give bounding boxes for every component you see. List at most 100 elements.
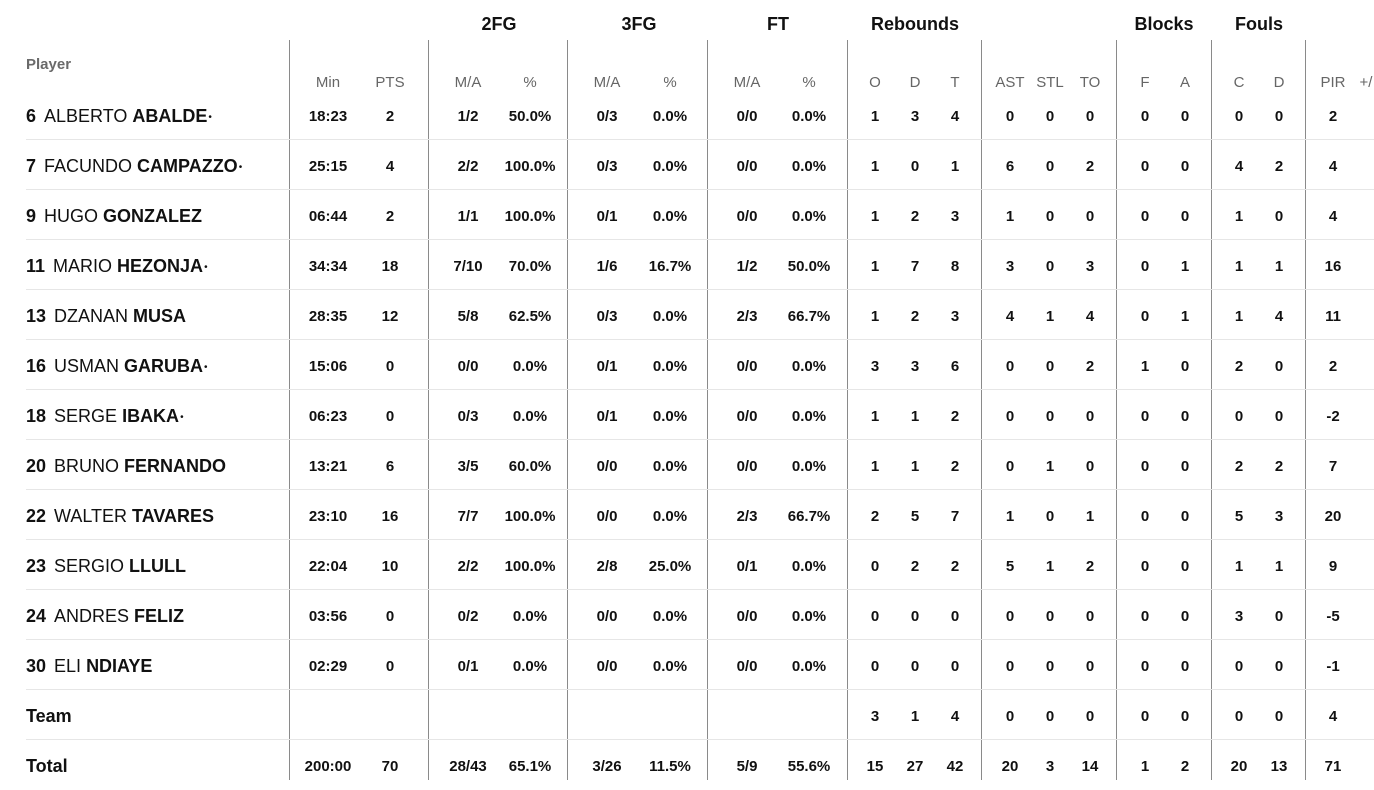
column-header: O — [869, 74, 881, 91]
stat-cell: 1 — [1140, 358, 1150, 375]
player-name[interactable]: 13 DZANAN MUSA — [26, 306, 186, 327]
stat-cell: 2 — [870, 508, 880, 525]
stat-cell: 20 — [1001, 758, 1019, 775]
player-row[interactable]: 16 USMAN GARUBA• 15:06 0 0/0 0.0% 0/1 0.0% 0/0 0.… — [0, 340, 1374, 390]
player-last-name: NDIAYE — [86, 656, 153, 676]
stat-cell: 66.7% — [787, 308, 831, 325]
stat-cell: 0 — [1085, 408, 1095, 425]
stat-cell: 20 — [1230, 758, 1248, 775]
player-row[interactable]: 7 FACUNDO CAMPAZZO• 25:15 4 2/2 100.0% 0/3 0.0%… — [0, 140, 1374, 190]
stat-cell: 1 — [870, 458, 880, 475]
column-divider — [981, 40, 982, 780]
player-row[interactable]: 30 ELI NDIAYE 02:29 0 0/1 0.0% 0/0 0.0% 0/0 0.0% 0… — [0, 640, 1374, 690]
stat-cell: 3 — [1005, 258, 1015, 275]
column-divider — [428, 40, 429, 780]
stat-cell: 16 — [381, 508, 399, 525]
stat-cell: 7 — [1328, 458, 1338, 475]
stat-cell: -5 — [1326, 608, 1340, 625]
row-separator — [26, 439, 1374, 440]
stat-cell: 42 — [946, 758, 964, 775]
stat-cell: 2 — [950, 558, 960, 575]
stat-cell: 16.7% — [648, 258, 692, 275]
stat-cell: 0 — [1045, 508, 1055, 525]
player-name[interactable]: 23 SERGIO LLULL — [26, 556, 186, 577]
player-row[interactable]: 6 ALBERTO ABALDE• 18:23 2 1/2 50.0% 0/3 0.0% 0/0… — [0, 90, 1374, 140]
player-row[interactable]: 22 WALTER TAVARES 23:10 16 7/7 100.0% 0/0 0.0% 2… — [0, 490, 1374, 540]
stat-cell: 0 — [1140, 658, 1150, 675]
player-name[interactable]: 24 ANDRES FELIZ — [26, 606, 184, 627]
stat-cell: 0 — [1045, 208, 1055, 225]
stat-cell: 7/7 — [457, 508, 479, 525]
stat-cell: 4 — [950, 708, 960, 725]
player-name[interactable]: 6 ALBERTO ABALDE• — [26, 106, 212, 127]
player-number: 16 — [26, 356, 47, 376]
stat-cell: 66.7% — [787, 508, 831, 525]
stat-cell: 3 — [910, 108, 920, 125]
stat-cell: 1 — [1180, 258, 1190, 275]
stat-cell: 2/3 — [736, 308, 758, 325]
player-name[interactable]: 22 WALTER TAVARES — [26, 506, 214, 527]
column-header: AST — [995, 74, 1025, 91]
player-first-name: HUGO — [44, 206, 104, 226]
stat-cell: 2 — [385, 208, 395, 225]
stat-cell: 4 — [385, 158, 395, 175]
player-name[interactable]: 18 SERGE IBAKA• — [26, 406, 184, 427]
player-last-name: IBAKA — [122, 406, 180, 426]
stat-cell: 0 — [870, 558, 880, 575]
player-row[interactable]: 11 MARIO HEZONJA• 34:34 18 7/10 70.0% 1/6 16.7%… — [0, 240, 1374, 290]
player-name[interactable]: 30 ELI NDIAYE — [26, 656, 152, 677]
player-row[interactable]: 20 BRUNO FERNANDO 13:21 6 3/5 60.0% 0/0 0.0% 0/0… — [0, 440, 1374, 490]
stat-cell: 2 — [1234, 358, 1244, 375]
stat-cell: 0/1 — [736, 558, 758, 575]
stat-cell: 18:23 — [308, 108, 348, 125]
stat-cell: 0 — [1234, 708, 1244, 725]
stat-cell: 0 — [1274, 708, 1284, 725]
starter-marker: • — [208, 111, 212, 123]
group-header-3fg: 3FG — [621, 14, 657, 34]
player-name[interactable]: 16 USMAN GARUBA• — [26, 356, 208, 377]
player-row[interactable]: 13 DZANAN MUSA 28:35 12 5/8 62.5% 0/3 0.0% 2/3 66… — [0, 290, 1374, 340]
stat-cell: 0 — [1274, 358, 1284, 375]
player-name[interactable]: 9 HUGO GONZALEZ — [26, 206, 202, 227]
stat-cell: 3 — [950, 208, 960, 225]
player-name[interactable]: 20 BRUNO FERNANDO — [26, 456, 226, 477]
player-name[interactable]: 11 MARIO HEZONJA• — [26, 256, 208, 277]
stat-cell: 0.0% — [512, 608, 548, 625]
stat-cell: 0 — [1005, 358, 1015, 375]
row-separator — [26, 389, 1374, 390]
stat-cell: 25:15 — [308, 158, 348, 175]
stat-cell: 1 — [1085, 508, 1095, 525]
stat-cell: 0.0% — [512, 658, 548, 675]
stat-cell: 7 — [910, 258, 920, 275]
player-row[interactable]: 24 ANDRES FELIZ 03:56 0 0/2 0.0% 0/0 0.0% 0/0 0.0… — [0, 590, 1374, 640]
stat-cell: 0 — [1140, 558, 1150, 575]
stat-cell: 2 — [385, 108, 395, 125]
player-row[interactable]: 18 SERGE IBAKA• 06:23 0 0/3 0.0% 0/1 0.0% 0/0 0.0… — [0, 390, 1374, 440]
stat-cell: 0 — [1085, 208, 1095, 225]
player-row[interactable]: 23 SERGIO LLULL 22:04 10 2/2 100.0% 2/8 25.0% 0/… — [0, 540, 1374, 590]
group-header-blocks: Blocks — [1134, 14, 1194, 34]
stat-cell: 3 — [1274, 508, 1284, 525]
row-separator — [26, 189, 1374, 190]
total-row-label: Total — [26, 756, 68, 776]
stat-cell: 0 — [870, 608, 880, 625]
stat-cell: 03:56 — [308, 608, 348, 625]
stat-cell: 4 — [1234, 158, 1244, 175]
stat-cell: 8 — [950, 258, 960, 275]
column-header: % — [663, 74, 677, 91]
stat-cell: 0/0 — [736, 658, 758, 675]
stat-cell: 0 — [1085, 108, 1095, 125]
stat-cell: 0 — [1045, 708, 1055, 725]
starter-marker: • — [180, 411, 184, 423]
stat-cell: 2 — [910, 558, 920, 575]
stat-cell: 0.0% — [652, 458, 688, 475]
stat-cell: 0/0 — [736, 458, 758, 475]
stat-cell: 0 — [1140, 258, 1150, 275]
player-name[interactable]: 7 FACUNDO CAMPAZZO• — [26, 156, 242, 177]
player-row[interactable]: 9 HUGO GONZALEZ 06:44 2 1/1 100.0% 0/1 0.0% 0/0 0… — [0, 190, 1374, 240]
stat-cell: 1/6 — [596, 258, 618, 275]
stat-cell: 0 — [1180, 658, 1190, 675]
player-number: 22 — [26, 506, 47, 526]
column-divider — [289, 40, 290, 780]
stat-cell: 0 — [1045, 158, 1055, 175]
